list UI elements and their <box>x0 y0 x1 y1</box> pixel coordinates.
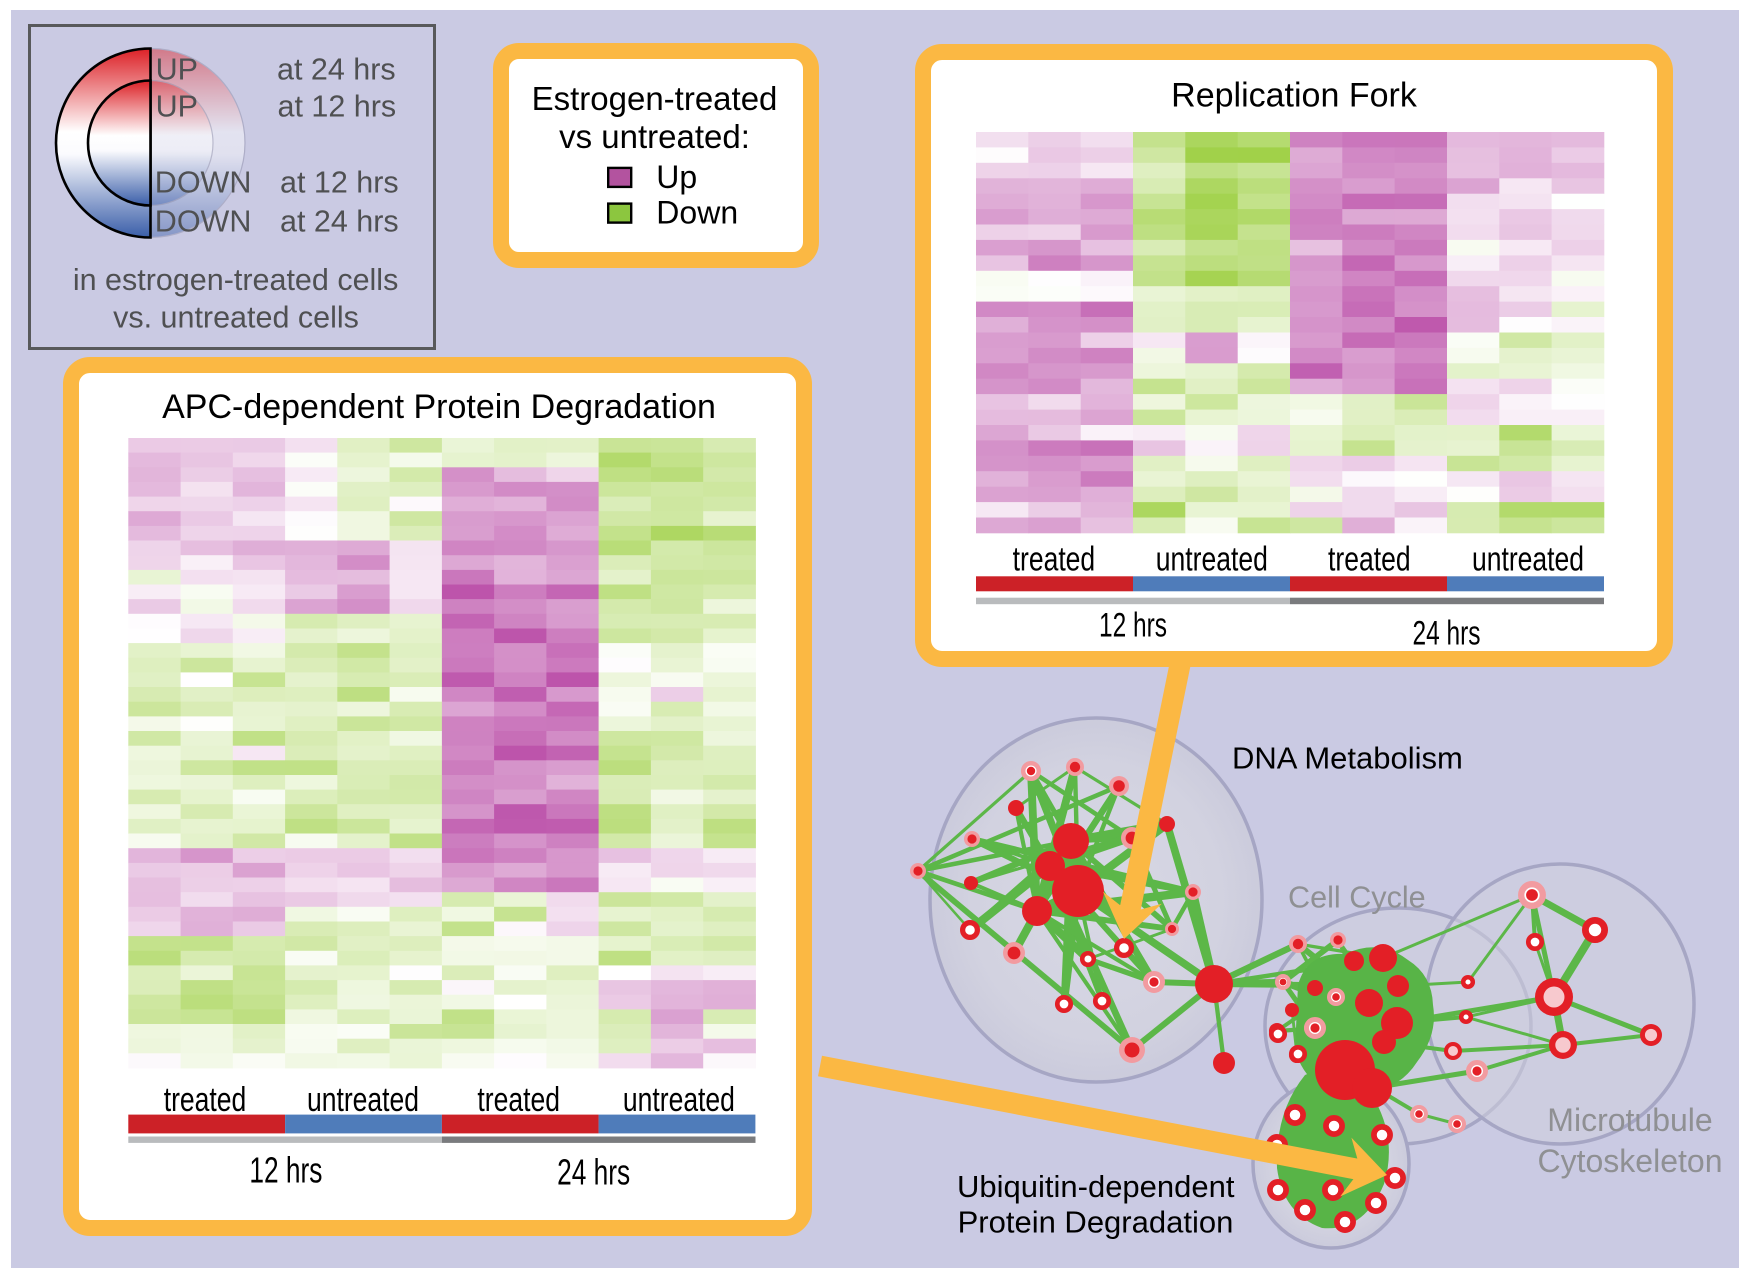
svg-text:UP: UP <box>156 89 198 123</box>
svg-text:Microtubule: Microtubule <box>1547 1102 1712 1138</box>
svg-text:24 hrs: 24 hrs <box>1412 615 1480 653</box>
svg-text:untreated: untreated <box>307 1081 419 1119</box>
svg-text:at 12 hrs: at 12 hrs <box>280 166 399 200</box>
svg-text:Ubiquitin-dependent: Ubiquitin-dependent <box>957 1169 1235 1204</box>
svg-text:treated: treated <box>164 1081 247 1119</box>
svg-text:in estrogen-treated cells: in estrogen-treated cells <box>73 263 399 297</box>
svg-text:Cytoskeleton: Cytoskeleton <box>1538 1143 1723 1179</box>
svg-text:12 hrs: 12 hrs <box>249 1149 322 1190</box>
svg-text:at 24 hrs: at 24 hrs <box>277 52 396 86</box>
svg-text:DNA Metabolism: DNA Metabolism <box>1232 741 1463 776</box>
svg-text:vs untreated:: vs untreated: <box>559 118 750 155</box>
svg-text:treated: treated <box>1328 541 1411 579</box>
svg-text:untreated: untreated <box>1472 541 1584 579</box>
svg-text:Protein Degradation: Protein Degradation <box>958 1205 1234 1240</box>
svg-text:at 12 hrs: at 12 hrs <box>278 89 397 123</box>
svg-text:Up: Up <box>656 159 697 195</box>
svg-text:vs. untreated cells: vs. untreated cells <box>113 301 359 335</box>
svg-text:treated: treated <box>1013 541 1096 579</box>
svg-text:DOWN: DOWN <box>155 166 252 200</box>
svg-text:Cell Cycle: Cell Cycle <box>1288 880 1426 914</box>
svg-text:APC-dependent Protein Degradat: APC-dependent Protein Degradation <box>162 388 716 426</box>
svg-text:24 hrs: 24 hrs <box>557 1151 630 1192</box>
svg-text:12 hrs: 12 hrs <box>1099 607 1167 645</box>
svg-text:DOWN: DOWN <box>155 204 252 238</box>
svg-text:UP: UP <box>156 52 198 86</box>
svg-text:treated: treated <box>477 1081 560 1119</box>
svg-text:untreated: untreated <box>623 1081 735 1119</box>
svg-text:at 24 hrs: at 24 hrs <box>280 204 399 238</box>
svg-text:untreated: untreated <box>1156 541 1268 579</box>
svg-text:Estrogen-treated: Estrogen-treated <box>532 80 778 117</box>
svg-text:Replication Fork: Replication Fork <box>1171 77 1418 115</box>
svg-text:Down: Down <box>656 195 738 231</box>
